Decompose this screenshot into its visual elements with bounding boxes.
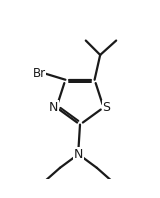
Text: N: N bbox=[74, 148, 83, 161]
Text: N: N bbox=[49, 101, 58, 114]
Text: Br: Br bbox=[32, 67, 46, 80]
Text: S: S bbox=[102, 101, 110, 114]
